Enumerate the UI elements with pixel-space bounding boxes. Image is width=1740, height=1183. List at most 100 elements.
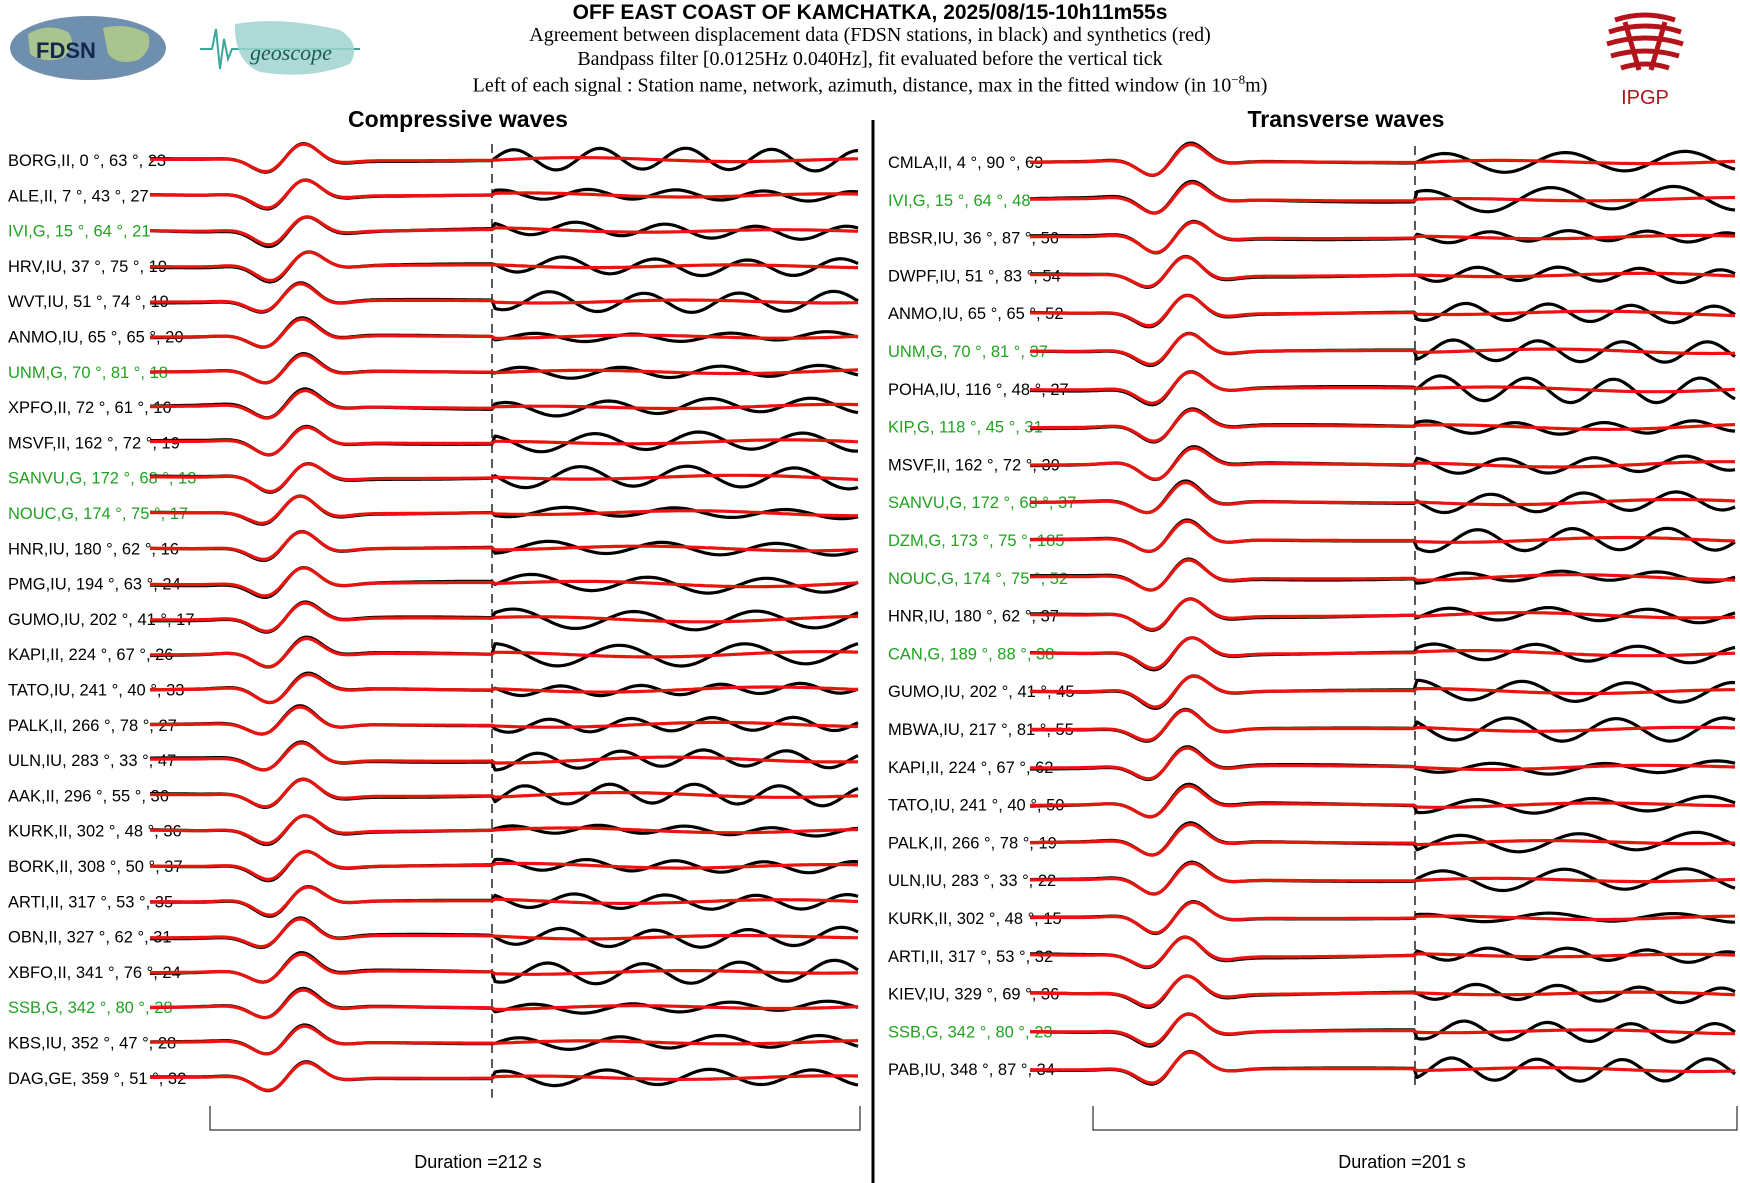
- synthetic-trace: [1030, 558, 1736, 592]
- synthetic-trace: [1030, 143, 1736, 177]
- synthetic-trace: [1030, 708, 1735, 742]
- synthetic-trace: [1030, 481, 1736, 515]
- synthetic-trace: [150, 566, 859, 598]
- synthetic-trace: [1030, 446, 1735, 481]
- synthetic-trace: [150, 988, 859, 1020]
- station-label: GUMO,IU, 202 °, 41 °, 17: [8, 611, 195, 629]
- synthetic-trace: [1030, 597, 1736, 631]
- synthetic-trace: [150, 1061, 858, 1092]
- synthetic-trace: [150, 741, 858, 772]
- station-label: TATO,IU, 241 °, 40 °, 33: [8, 682, 184, 700]
- synthetic-trace: [1030, 822, 1736, 857]
- synthetic-trace: [1030, 332, 1736, 366]
- data-trace: [150, 281, 859, 314]
- station-label: UNM,G, 70 °, 81 °, 18: [8, 364, 168, 382]
- synthetic-trace: [1030, 746, 1736, 781]
- subtitle-line-2: Bandpass filter [0.0125Hz 0.040Hz], fit …: [577, 48, 1163, 70]
- data-trace: [150, 316, 859, 349]
- synthetic-trace: [1029, 974, 1736, 1008]
- duration-bracket: [1092, 1106, 1738, 1131]
- synthetic-trace: [1029, 370, 1736, 405]
- fdsn-logo: FDSN: [10, 16, 166, 80]
- synthetic-trace: [1030, 220, 1736, 255]
- synthetic-trace: [149, 672, 859, 705]
- station-label: KURK,II, 302 °, 48 °, 15: [888, 910, 1062, 928]
- synthetic-trace: [149, 814, 859, 845]
- station-label: CMLA,II, 4 °, 90 °, 69: [888, 154, 1043, 172]
- duration-label: Duration =212 s: [414, 1152, 542, 1172]
- synthetic-trace: [1030, 674, 1735, 709]
- station-label: POHA,IU, 116 °, 48 °, 27: [888, 381, 1069, 399]
- station-label: ARTI,II, 317 °, 53 °, 35: [8, 893, 173, 911]
- geoscope-logo: geoscope: [200, 21, 360, 75]
- synthetic-trace: [150, 178, 859, 210]
- data-trace: [150, 250, 859, 284]
- station-label: SSB,G, 342 °, 80 °, 23: [888, 1023, 1053, 1041]
- ipgp-logo: IPGP: [1606, 12, 1684, 108]
- station-label: PALK,II, 266 °, 78 °, 27: [8, 717, 177, 735]
- synthetic-trace: [1030, 408, 1736, 443]
- synthetic-trace: [150, 777, 859, 809]
- data-trace: [149, 704, 859, 736]
- synthetic-trace: [149, 530, 859, 561]
- event-title: OFF EAST COAST OF KAMCHATKA, 2025/08/15-…: [572, 1, 1168, 24]
- station-label: ULN,IU, 283 °, 33 °, 22: [888, 872, 1056, 890]
- synthetic-trace: [1029, 181, 1735, 215]
- svg-text:geoscope: geoscope: [250, 40, 332, 65]
- station-label: PALK,II, 266 °, 78 °, 19: [888, 834, 1057, 852]
- station-label: DAG,GE, 359 °, 51 °, 32: [8, 1070, 186, 1088]
- station-label: WVT,IU, 51 °, 74 °, 19: [8, 293, 169, 311]
- station-label: IVI,G, 15 °, 64 °, 21: [8, 223, 151, 241]
- station-label: HRV,IU, 37 °, 75 °, 19: [8, 258, 167, 276]
- station-label: HNR,IU, 180 °, 62 °, 37: [888, 608, 1059, 626]
- synthetic-trace: [150, 494, 858, 525]
- station-label: DZM,G, 173 °, 75 °, 185: [888, 532, 1064, 550]
- synthetic-trace: [150, 250, 858, 283]
- station-label: AAK,II, 296 °, 55 °, 36: [8, 787, 169, 805]
- data-trace: [150, 530, 859, 563]
- station-label: CAN,G, 189 °, 88 °, 38: [888, 645, 1054, 663]
- station-label: MSVF,II, 162 °, 72 °, 39: [888, 456, 1060, 474]
- data-trace: [1029, 821, 1736, 857]
- synthetic-trace: [149, 636, 859, 669]
- synthetic-trace: [149, 885, 859, 917]
- transverse-panel-title: Transverse waves: [1247, 106, 1445, 132]
- subtitle-line-1: Agreement between displacement data (FDS…: [529, 24, 1211, 46]
- station-label: XPFO,II, 72 °, 61 °, 16: [8, 399, 172, 417]
- station-label: KBS,IU, 352 °, 47 °, 28: [8, 1035, 176, 1053]
- synthetic-trace: [1030, 861, 1736, 896]
- synthetic-trace: [150, 282, 858, 313]
- station-label: HNR,IU, 180 °, 62 °, 16: [8, 540, 179, 558]
- station-label: OBN,II, 327 °, 62 °, 31: [8, 929, 172, 947]
- synthetic-trace: [150, 353, 859, 385]
- synthetic-trace: [1029, 519, 1736, 553]
- data-trace: [1030, 141, 1736, 177]
- station-label: KAPI,II, 224 °, 67 °, 62: [888, 759, 1053, 777]
- synthetic-trace: [150, 389, 859, 420]
- station-label: MBWA,IU, 217 °, 81 °, 55: [888, 721, 1074, 739]
- synthetic-trace: [150, 849, 858, 881]
- data-trace: [150, 916, 859, 950]
- station-label: IVI,G, 15 °, 64 °, 48: [888, 192, 1031, 210]
- data-trace: [1030, 179, 1736, 215]
- station-label: KIEV,IU, 329 °, 69 °, 36: [888, 986, 1059, 1004]
- station-label: ANMO,IU, 65 °, 65 °, 52: [888, 305, 1064, 323]
- synthetic-trace: [1030, 900, 1735, 935]
- station-label: SSB,G, 342 °, 80 °, 28: [8, 999, 173, 1017]
- synthetic-trace: [150, 917, 859, 949]
- station-label: GUMO,IU, 202 °, 41 °, 45: [888, 683, 1075, 701]
- station-label: ARTI,II, 317 °, 53 °, 32: [888, 948, 1053, 966]
- synthetic-trace: [150, 601, 859, 633]
- station-label: ANMO,IU, 65 °, 65 °, 20: [8, 329, 184, 347]
- synthetic-trace: [1030, 255, 1736, 289]
- station-label: UNM,G, 70 °, 81 °, 37: [888, 343, 1048, 361]
- station-label: BORK,II, 308 °, 50 °, 37: [8, 858, 183, 876]
- station-label: KIP,G, 118 °, 45 °, 31: [888, 419, 1043, 437]
- station-label: XBFO,II, 341 °, 76 °, 24: [8, 964, 181, 982]
- svg-text:IPGP: IPGP: [1621, 87, 1669, 108]
- duration-bracket: [209, 1106, 861, 1131]
- station-label: BBSR,IU, 36 °, 87 °, 56: [888, 230, 1059, 248]
- station-label: NOUC,G, 174 °, 75 °, 17: [8, 505, 188, 523]
- compressive-panel-title: Compressive waves: [348, 106, 568, 132]
- station-label: DWPF,IU, 51 °, 83 °, 54: [888, 267, 1061, 285]
